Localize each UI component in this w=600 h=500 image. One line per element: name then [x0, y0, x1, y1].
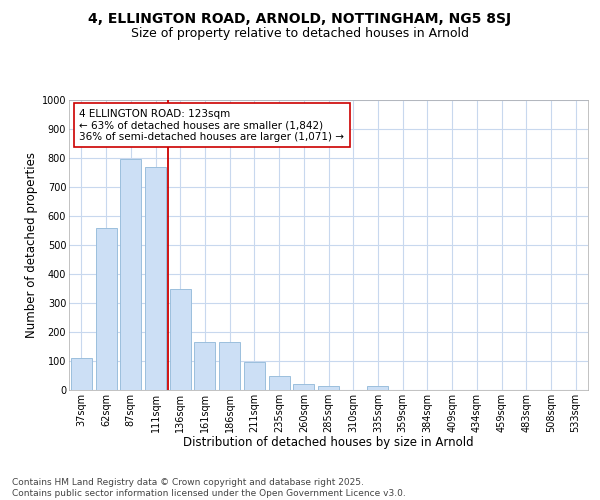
Bar	[367, 386, 388, 390]
Text: Size of property relative to detached houses in Arnold: Size of property relative to detached ho…	[131, 28, 469, 40]
Bar	[95, 228, 116, 390]
Text: 4 ELLINGTON ROAD: 123sqm
← 63% of detached houses are smaller (1,842)
36% of sem: 4 ELLINGTON ROAD: 123sqm ← 63% of detach…	[79, 108, 344, 142]
Text: Contains HM Land Registry data © Crown copyright and database right 2025.
Contai: Contains HM Land Registry data © Crown c…	[12, 478, 406, 498]
Bar	[318, 386, 339, 390]
Bar	[120, 160, 141, 390]
Bar	[269, 376, 290, 390]
Bar	[219, 342, 240, 390]
Bar	[293, 384, 314, 390]
Bar	[170, 288, 191, 390]
Text: 4, ELLINGTON ROAD, ARNOLD, NOTTINGHAM, NG5 8SJ: 4, ELLINGTON ROAD, ARNOLD, NOTTINGHAM, N…	[88, 12, 512, 26]
Bar	[194, 342, 215, 390]
Bar	[71, 358, 92, 390]
Bar	[244, 362, 265, 390]
X-axis label: Distribution of detached houses by size in Arnold: Distribution of detached houses by size …	[183, 436, 474, 450]
Y-axis label: Number of detached properties: Number of detached properties	[25, 152, 38, 338]
Bar	[145, 166, 166, 390]
